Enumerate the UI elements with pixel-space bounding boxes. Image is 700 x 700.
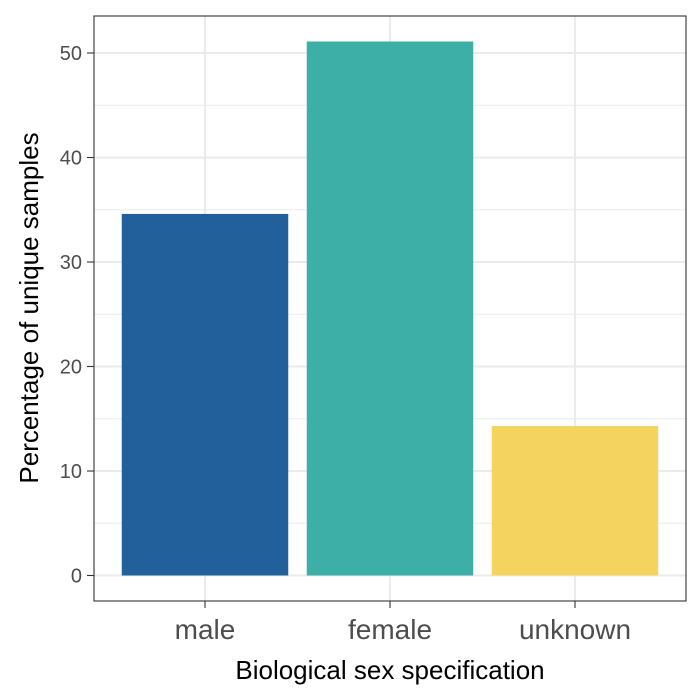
x-tick-label: male	[175, 614, 236, 645]
x-tick-label: female	[348, 614, 432, 645]
bar-unknown	[491, 426, 659, 576]
x-axis-ticks: male female unknown	[175, 601, 631, 645]
y-tick-label: 20	[60, 357, 82, 379]
bars	[121, 41, 659, 576]
y-tick-label: 30	[60, 252, 82, 274]
y-axis-ticks: 0 10 20 30 40 50	[60, 43, 94, 588]
y-axis-title: Percentage of unique samples	[14, 132, 44, 483]
bar-male	[121, 213, 289, 576]
x-axis-title: Biological sex specification	[235, 655, 544, 685]
bar-female	[306, 41, 474, 576]
y-tick-label: 0	[71, 566, 82, 588]
y-tick-label: 10	[60, 461, 82, 483]
y-tick-label: 40	[60, 148, 82, 170]
x-tick-label: unknown	[519, 614, 631, 645]
y-tick-label: 50	[60, 43, 82, 65]
